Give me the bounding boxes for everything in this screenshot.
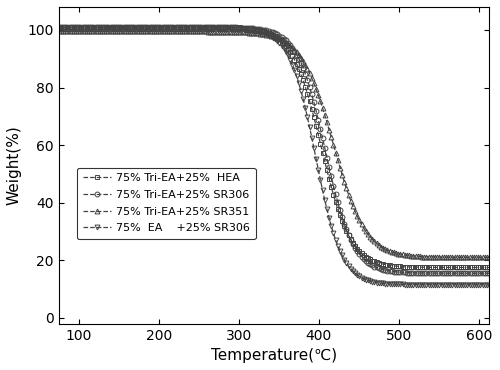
75% Tri-EA+25%  HEA xyxy=(292,58,298,63)
75% Tri-EA+25% SR306 xyxy=(283,38,289,43)
75%  EA    +25% SR306 xyxy=(128,26,134,31)
75% Tri-EA+25% SR351 xyxy=(488,255,494,260)
75% Tri-EA+25%  HEA xyxy=(243,26,249,30)
Line: 75%  EA    +25% SR306: 75% EA +25% SR306 xyxy=(56,26,494,287)
75% Tri-EA+25% SR306 xyxy=(56,25,62,29)
75%  EA    +25% SR306 xyxy=(488,283,494,287)
75%  EA    +25% SR306 xyxy=(292,69,298,73)
75% Tri-EA+25%  HEA xyxy=(113,24,119,29)
75%  EA    +25% SR306 xyxy=(283,50,289,54)
75% Tri-EA+25%  HEA xyxy=(488,265,494,270)
Line: 75% Tri-EA+25%  HEA: 75% Tri-EA+25% HEA xyxy=(56,24,494,270)
Line: 75% Tri-EA+25% SR351: 75% Tri-EA+25% SR351 xyxy=(56,29,494,260)
75%  EA    +25% SR306 xyxy=(202,26,207,31)
Legend: 75% Tri-EA+25%  HEA, 75% Tri-EA+25% SR306, 75% Tri-EA+25% SR351, 75%  EA    +25%: 75% Tri-EA+25% HEA, 75% Tri-EA+25% SR306… xyxy=(77,168,256,239)
Line: 75% Tri-EA+25% SR306: 75% Tri-EA+25% SR306 xyxy=(56,25,494,276)
75%  EA    +25% SR306 xyxy=(56,26,62,31)
75% Tri-EA+25% SR351 xyxy=(202,29,207,34)
75% Tri-EA+25% SR351 xyxy=(243,30,249,35)
75% Tri-EA+25% SR306 xyxy=(202,25,207,29)
X-axis label: Temperature(℃): Temperature(℃) xyxy=(210,348,336,363)
75% Tri-EA+25%  HEA xyxy=(202,24,207,29)
75% Tri-EA+25% SR351 xyxy=(283,40,289,45)
75% Tri-EA+25%  HEA xyxy=(128,24,134,29)
75% Tri-EA+25%  HEA xyxy=(283,44,289,48)
75% Tri-EA+25% SR351 xyxy=(128,29,134,34)
Y-axis label: Weight(%): Weight(%) xyxy=(7,125,22,205)
75% Tri-EA+25%  HEA xyxy=(56,24,62,29)
75% Tri-EA+25% SR351 xyxy=(113,29,119,34)
75% Tri-EA+25% SR306 xyxy=(488,271,494,276)
75% Tri-EA+25% SR306 xyxy=(113,25,119,29)
75% Tri-EA+25% SR306 xyxy=(128,25,134,29)
75%  EA    +25% SR306 xyxy=(113,26,119,31)
75%  EA    +25% SR306 xyxy=(243,27,249,32)
75% Tri-EA+25% SR306 xyxy=(243,26,249,30)
75% Tri-EA+25% SR351 xyxy=(56,29,62,34)
75% Tri-EA+25% SR306 xyxy=(292,49,298,54)
75% Tri-EA+25% SR351 xyxy=(292,48,298,53)
